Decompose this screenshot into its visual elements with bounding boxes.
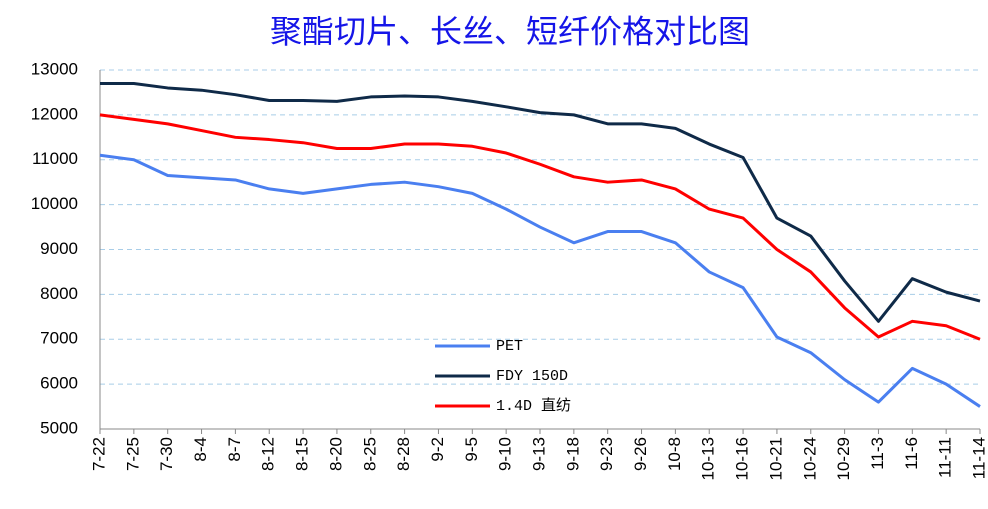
- y-tick-label: 9000: [40, 239, 78, 258]
- series-line: [99, 153, 981, 408]
- x-tick-label: 11-3: [868, 437, 887, 470]
- y-tick-label: 13000: [31, 59, 78, 78]
- x-tick-label: 9-26: [631, 437, 650, 471]
- x-tick-label: 10-13: [699, 437, 718, 480]
- x-tick-label: 7-25: [123, 437, 142, 471]
- series-line: [99, 113, 981, 341]
- x-tick-label: 10-21: [766, 437, 785, 480]
- x-tick-label: 8-28: [394, 437, 413, 471]
- x-tick-label: 9-13: [529, 437, 548, 471]
- y-tick-label: 6000: [40, 374, 78, 393]
- y-tick-label: 5000: [40, 418, 78, 437]
- legend-label: FDY 150D: [496, 368, 568, 385]
- x-tick-label: 8-25: [360, 437, 379, 471]
- x-tick-label: 11-11: [936, 437, 955, 478]
- x-tick-label: 7-30: [157, 437, 176, 471]
- x-tick-label: 9-18: [563, 437, 582, 471]
- x-tick-label: 8-12: [259, 437, 278, 471]
- y-tick-label: 7000: [40, 329, 78, 348]
- chart-title: 聚酯切片、长丝、短纤价格对比图: [270, 13, 750, 51]
- x-tick-label: 9-23: [597, 437, 616, 471]
- y-tick-label: 8000: [40, 284, 78, 303]
- x-tick-label: 11-14: [969, 437, 988, 479]
- y-tick-label: 10000: [31, 194, 78, 213]
- x-tick-label: 10-29: [834, 437, 853, 480]
- x-tick-label: 8-15: [293, 437, 312, 471]
- x-tick-label: 9-5: [462, 437, 481, 462]
- x-tick-label: 9-2: [428, 437, 447, 462]
- y-tick-label: 11000: [32, 149, 78, 168]
- x-tick-label: 7-22: [89, 437, 108, 471]
- x-tick-label: 10-8: [665, 437, 684, 471]
- y-tick-label: 12000: [31, 104, 78, 123]
- series-line: [100, 81, 981, 323]
- x-tick-label: 8-4: [191, 437, 210, 462]
- x-tick-label: 8-7: [225, 437, 244, 462]
- x-tick-label: 10-24: [800, 437, 819, 480]
- x-tick-label: 8-20: [326, 437, 345, 471]
- x-tick-label: 10-16: [733, 437, 752, 480]
- x-tick-label: 11-6: [902, 437, 921, 470]
- legend-label: PET: [496, 338, 523, 355]
- x-tick-label: 9-10: [496, 437, 515, 471]
- legend-label: 1.4D 直纺: [496, 397, 571, 415]
